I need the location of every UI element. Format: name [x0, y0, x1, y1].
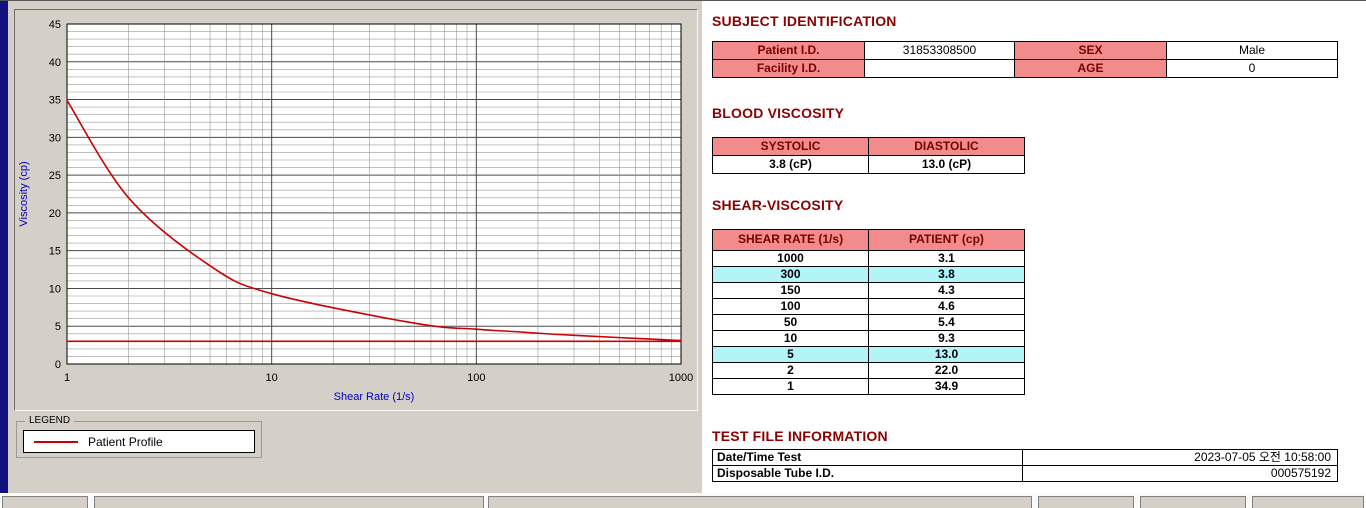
shear-rate-cell: 150: [712, 282, 869, 299]
table-row: Date/Time Test 2023-07-05 오전 10:58:00: [712, 449, 1338, 466]
report-details: SUBJECT IDENTIFICATION Patient I.D. 3185…: [712, 1, 1338, 508]
svg-text:25: 25: [49, 170, 61, 182]
chart-legend: LEGEND Patient Profile: [16, 415, 262, 458]
legend-series-label: Patient Profile: [88, 434, 163, 449]
diastolic-value: 13.0 (cP): [868, 155, 1025, 174]
shear-rate-cell: 100: [712, 298, 869, 315]
table-row: 50 5.4: [712, 314, 1025, 331]
svg-text:10: 10: [49, 283, 61, 295]
viscosity-cell: 34.9: [868, 378, 1025, 395]
bottom-button[interactable]: [94, 496, 484, 508]
table-row: SYSTOLIC DIASTOLIC: [712, 137, 1025, 156]
systolic-header: SYSTOLIC: [712, 137, 869, 156]
shear-rate-cell: 2: [712, 362, 869, 379]
age-label: AGE: [1014, 59, 1167, 78]
shear-rate-cell: 300: [712, 266, 869, 283]
shear-rate-cell: 5: [712, 346, 869, 363]
table-row: 2 22.0: [712, 362, 1025, 379]
table-row: 1 34.9: [712, 378, 1025, 395]
subject-identification-title: SUBJECT IDENTIFICATION: [712, 13, 897, 29]
shear-viscosity-chart: 0 5 10 15 20 25 30 35 40 45 1 10 100 1000 Shear Rate (…: [14, 9, 698, 411]
shear-viscosity-title: SHEAR-VISCOSITY: [712, 197, 844, 213]
legend-entry: Patient Profile: [23, 430, 255, 453]
svg-text:20: 20: [49, 208, 61, 220]
subject-identification-table: Patient I.D. 31853308500 SEX Male Facili…: [712, 41, 1338, 78]
patient-id-value: 31853308500: [864, 41, 1015, 60]
table-row: Facility I.D. AGE 0: [712, 59, 1338, 78]
shear-viscosity-table: SHEAR RATE (1/s) PATIENT (cp) 1000 3.1 30…: [712, 229, 1025, 395]
svg-text:Shear Rate (1/s): Shear Rate (1/s): [334, 391, 415, 403]
svg-text:40: 40: [49, 57, 61, 69]
blood-viscosity-title: BLOOD VISCOSITY: [712, 105, 845, 121]
svg-text:1: 1: [64, 372, 70, 384]
test-file-information-title: TEST FILE INFORMATION: [712, 428, 888, 444]
table-row: 3.8 (cP) 13.0 (cP): [712, 155, 1025, 174]
viscosity-cell: 3.1: [868, 250, 1025, 267]
svg-text:15: 15: [49, 246, 61, 258]
viscosity-cell: 4.6: [868, 298, 1025, 315]
bottom-button[interactable]: [1252, 496, 1364, 508]
svg-text:1000: 1000: [669, 372, 693, 384]
table-row: 150 4.3: [712, 282, 1025, 299]
bottom-button[interactable]: [488, 496, 1032, 508]
svg-text:0: 0: [55, 359, 61, 371]
table-row: 10 9.3: [712, 330, 1025, 347]
patient-profile-line-icon: [34, 440, 78, 443]
svg-text:35: 35: [49, 95, 61, 107]
viscosity-cell: 4.3: [868, 282, 1025, 299]
legend-title: LEGEND: [25, 415, 75, 426]
facility-id-label: Facility I.D.: [712, 59, 865, 78]
shear-rate-cell: 1: [712, 378, 869, 395]
sex-value: Male: [1166, 41, 1338, 60]
viscosity-cell: 13.0: [868, 346, 1025, 363]
bottom-button[interactable]: [1140, 496, 1246, 508]
diastolic-header: DIASTOLIC: [868, 137, 1025, 156]
svg-text:Viscosity (cp): Viscosity (cp): [18, 161, 30, 226]
patient-id-label: Patient I.D.: [712, 41, 865, 60]
table-row-highlighted: 5 13.0: [712, 346, 1025, 363]
disposable-tube-id-value: 000575192: [1022, 465, 1338, 482]
shear-rate-cell: 50: [712, 314, 869, 331]
date-time-test-value: 2023-07-05 오전 10:58:00: [1022, 449, 1338, 466]
shear-rate-header: SHEAR RATE (1/s): [712, 229, 869, 251]
table-row: 1000 3.1: [712, 250, 1025, 267]
disposable-tube-id-label: Disposable Tube I.D.: [712, 465, 1023, 482]
window-edge: [0, 1, 8, 493]
age-value: 0: [1166, 59, 1338, 78]
shear-rate-cell: 1000: [712, 250, 869, 267]
patient-cp-header: PATIENT (cp): [868, 229, 1025, 251]
svg-text:100: 100: [467, 372, 485, 384]
table-row: Patient I.D. 31853308500 SEX Male: [712, 41, 1338, 60]
viscosity-cell: 3.8: [868, 266, 1025, 283]
test-file-information-table: Date/Time Test 2023-07-05 오전 10:58:00 Di…: [712, 449, 1338, 482]
viscosity-cell: 9.3: [868, 330, 1025, 347]
svg-text:45: 45: [49, 19, 61, 31]
bottom-button[interactable]: [1038, 496, 1134, 508]
svg-text:30: 30: [49, 132, 61, 144]
table-row: 100 4.6: [712, 298, 1025, 315]
bottom-button[interactable]: [2, 496, 88, 508]
viscosity-cell: 5.4: [868, 314, 1025, 331]
systolic-value: 3.8 (cP): [712, 155, 869, 174]
chart-canvas: 0 5 10 15 20 25 30 35 40 45 1 10 100 1000 Shear Rate (…: [18, 19, 693, 403]
table-row: SHEAR RATE (1/s) PATIENT (cp): [712, 229, 1025, 251]
blood-viscosity-table: SYSTOLIC DIASTOLIC 3.8 (cP) 13.0 (cP): [712, 137, 1025, 174]
date-time-test-label: Date/Time Test: [712, 449, 1023, 466]
facility-id-value: [864, 59, 1015, 78]
shear-rate-cell: 10: [712, 330, 869, 347]
table-row: Disposable Tube I.D. 000575192: [712, 465, 1338, 482]
sex-label: SEX: [1014, 41, 1167, 60]
viscosity-cell: 22.0: [868, 362, 1025, 379]
table-row-highlighted: 300 3.8: [712, 266, 1025, 283]
svg-text:5: 5: [55, 321, 61, 333]
svg-text:10: 10: [266, 372, 278, 384]
